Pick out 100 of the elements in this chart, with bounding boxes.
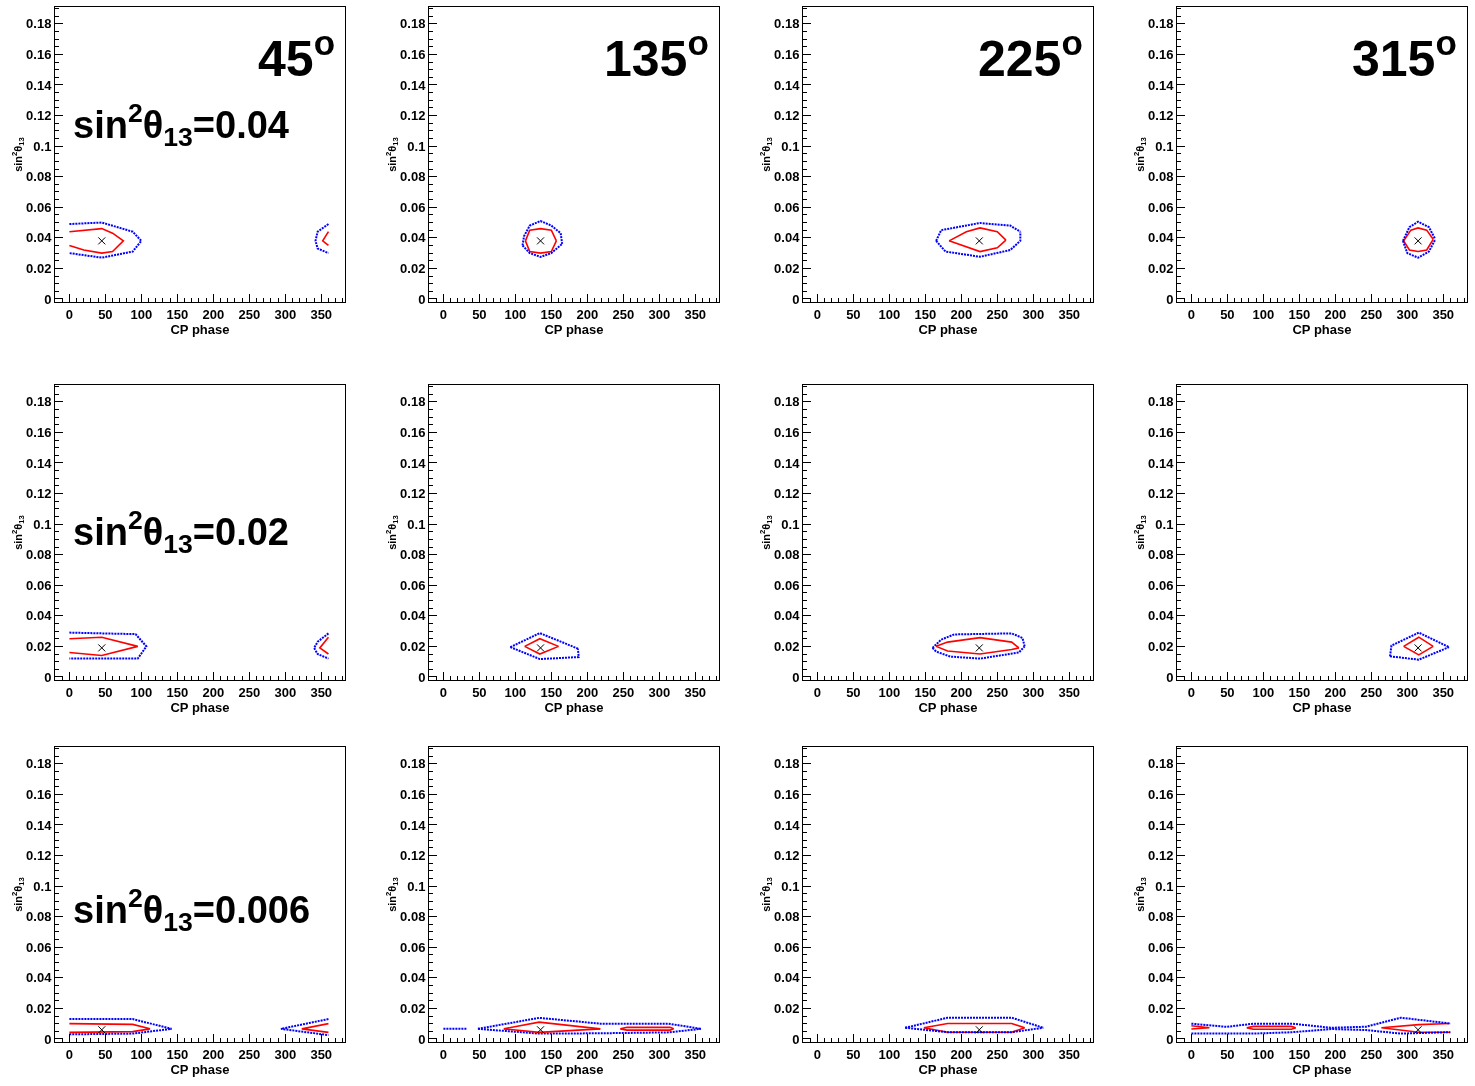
x-tick-label: 150 bbox=[1288, 306, 1311, 322]
x-tick-label: 350 bbox=[1058, 684, 1081, 700]
annotation: sin$^{2}$θ$_{13}$=0.02 bbox=[73, 505, 289, 559]
y-tick-label: 0.16 bbox=[1148, 46, 1174, 62]
y-tick-label: 0.16 bbox=[1148, 424, 1174, 440]
x-tick-label: 100 bbox=[1252, 1046, 1275, 1062]
y-tick-label: 0.06 bbox=[1148, 577, 1174, 593]
x-axis-title: CP phase bbox=[170, 322, 230, 338]
x-axis-title: CP phase bbox=[918, 322, 978, 338]
y-tick-label: 0.14 bbox=[26, 455, 53, 471]
y-tick-label: 0.12 bbox=[774, 486, 800, 502]
y-tick-label: 0.18 bbox=[400, 394, 426, 410]
y-tick-label: 0.08 bbox=[26, 169, 52, 185]
x-tick-label: 100 bbox=[878, 306, 901, 322]
y-tick-label: 0.12 bbox=[774, 108, 800, 124]
x-tick-label: 50 bbox=[846, 306, 861, 322]
y-tick-label: 0.04 bbox=[26, 970, 53, 986]
y-tick-label: 0.12 bbox=[400, 848, 426, 864]
y-tick-label: 0.04 bbox=[774, 970, 801, 986]
y-tick-label: 0.1 bbox=[1155, 516, 1174, 532]
x-tick-label: 350 bbox=[684, 1046, 707, 1062]
x-tick-label: 200 bbox=[1324, 684, 1347, 700]
x-tick-label: 350 bbox=[310, 1046, 333, 1062]
y-tick-label: 0.02 bbox=[1148, 260, 1174, 276]
y-tick-label: 0.12 bbox=[1148, 486, 1174, 502]
x-tick-label: 100 bbox=[130, 684, 153, 700]
x-axis-title: CP phase bbox=[1292, 1062, 1352, 1078]
x-tick-label: 350 bbox=[1432, 1046, 1455, 1062]
x-tick-label: 100 bbox=[1252, 306, 1275, 322]
annotation: sin$^{2}$θ$_{13}$=0.04 bbox=[73, 98, 289, 152]
x-tick-label: 50 bbox=[1220, 306, 1235, 322]
x-tick-label: 0 bbox=[439, 684, 448, 700]
x-tick-label: 250 bbox=[1360, 306, 1383, 322]
x-tick-label: 150 bbox=[914, 684, 937, 700]
x-tick-label: 0 bbox=[65, 1046, 74, 1062]
y-tick-label: 0.04 bbox=[400, 608, 427, 624]
y-tick-label: 0.12 bbox=[1148, 108, 1174, 124]
y-tick-label: 0.06 bbox=[400, 199, 426, 215]
y-tick-label: 0.18 bbox=[774, 756, 800, 772]
x-tick-label: 0 bbox=[813, 684, 822, 700]
x-tick-label: 50 bbox=[1220, 684, 1235, 700]
y-tick-label: 0.12 bbox=[774, 848, 800, 864]
x-tick-label: 200 bbox=[1324, 1046, 1347, 1062]
x-tick-label: 100 bbox=[130, 1046, 153, 1062]
x-tick-label: 50 bbox=[98, 684, 113, 700]
y-tick-label: 0.18 bbox=[774, 16, 800, 32]
annotation: sin$^{2}$θ$_{13}$=0.006 bbox=[73, 883, 311, 937]
y-tick-label: 0.02 bbox=[400, 638, 426, 654]
x-tick-label: 300 bbox=[648, 306, 671, 322]
y-tick-label: 0.16 bbox=[774, 46, 800, 62]
y-tick-label: 0.04 bbox=[1148, 970, 1175, 986]
y-tick-label: 0.08 bbox=[400, 547, 426, 563]
x-axis-title: CP phase bbox=[918, 700, 978, 716]
x-tick-label: 0 bbox=[439, 306, 448, 322]
y-tick-label: 0.04 bbox=[400, 230, 427, 246]
x-tick-label: 300 bbox=[1022, 1046, 1045, 1062]
x-tick-label: 100 bbox=[504, 1046, 527, 1062]
y-tick-label: 0.12 bbox=[400, 108, 426, 124]
x-tick-label: 100 bbox=[1252, 684, 1275, 700]
y-tick-label: 0.16 bbox=[774, 424, 800, 440]
x-tick-label: 300 bbox=[274, 306, 297, 322]
x-tick-label: 100 bbox=[504, 306, 527, 322]
y-tick-label: 0.06 bbox=[1148, 939, 1174, 955]
x-tick-label: 200 bbox=[576, 1046, 599, 1062]
y-tick-label: 0.02 bbox=[400, 1000, 426, 1016]
x-tick-label: 150 bbox=[540, 684, 563, 700]
x-tick-label: 150 bbox=[166, 1046, 189, 1062]
x-tick-label: 0 bbox=[813, 1046, 822, 1062]
y-tick-label: 0.14 bbox=[400, 455, 427, 471]
x-tick-label: 250 bbox=[986, 684, 1009, 700]
x-tick-label: 300 bbox=[1396, 684, 1419, 700]
y-tick-label: 0.1 bbox=[33, 516, 52, 532]
y-tick-label: 0.12 bbox=[26, 108, 52, 124]
annotation: 315$^{o}$ bbox=[1352, 23, 1457, 87]
x-tick-label: 200 bbox=[202, 1046, 225, 1062]
x-tick-label: 50 bbox=[472, 684, 487, 700]
y-tick-label: 0.04 bbox=[1148, 230, 1175, 246]
x-tick-label: 50 bbox=[1220, 1046, 1235, 1062]
y-tick-label: 0.18 bbox=[26, 756, 52, 772]
y-tick-label: 0.14 bbox=[1148, 817, 1175, 833]
y-tick-label: 0.08 bbox=[774, 909, 800, 925]
y-tick-label: 0.02 bbox=[26, 260, 52, 276]
x-tick-label: 350 bbox=[310, 306, 333, 322]
y-tick-label: 0.18 bbox=[1148, 756, 1174, 772]
y-tick-label: 0.1 bbox=[33, 138, 52, 154]
x-tick-label: 50 bbox=[846, 1046, 861, 1062]
y-tick-label: 0.12 bbox=[26, 848, 52, 864]
x-axis-title: CP phase bbox=[1292, 322, 1352, 338]
x-tick-label: 0 bbox=[1187, 1046, 1196, 1062]
x-tick-label: 250 bbox=[238, 306, 261, 322]
y-tick-label: 0.16 bbox=[26, 46, 52, 62]
x-axis-title: CP phase bbox=[170, 1062, 230, 1078]
y-tick-label: 0.04 bbox=[26, 230, 53, 246]
y-tick-label: 0.04 bbox=[774, 230, 801, 246]
x-tick-label: 250 bbox=[986, 306, 1009, 322]
y-tick-label: 0.14 bbox=[400, 817, 427, 833]
y-tick-label: 0.14 bbox=[26, 817, 53, 833]
x-tick-label: 150 bbox=[166, 684, 189, 700]
x-tick-label: 0 bbox=[1187, 306, 1196, 322]
x-tick-label: 300 bbox=[1022, 306, 1045, 322]
